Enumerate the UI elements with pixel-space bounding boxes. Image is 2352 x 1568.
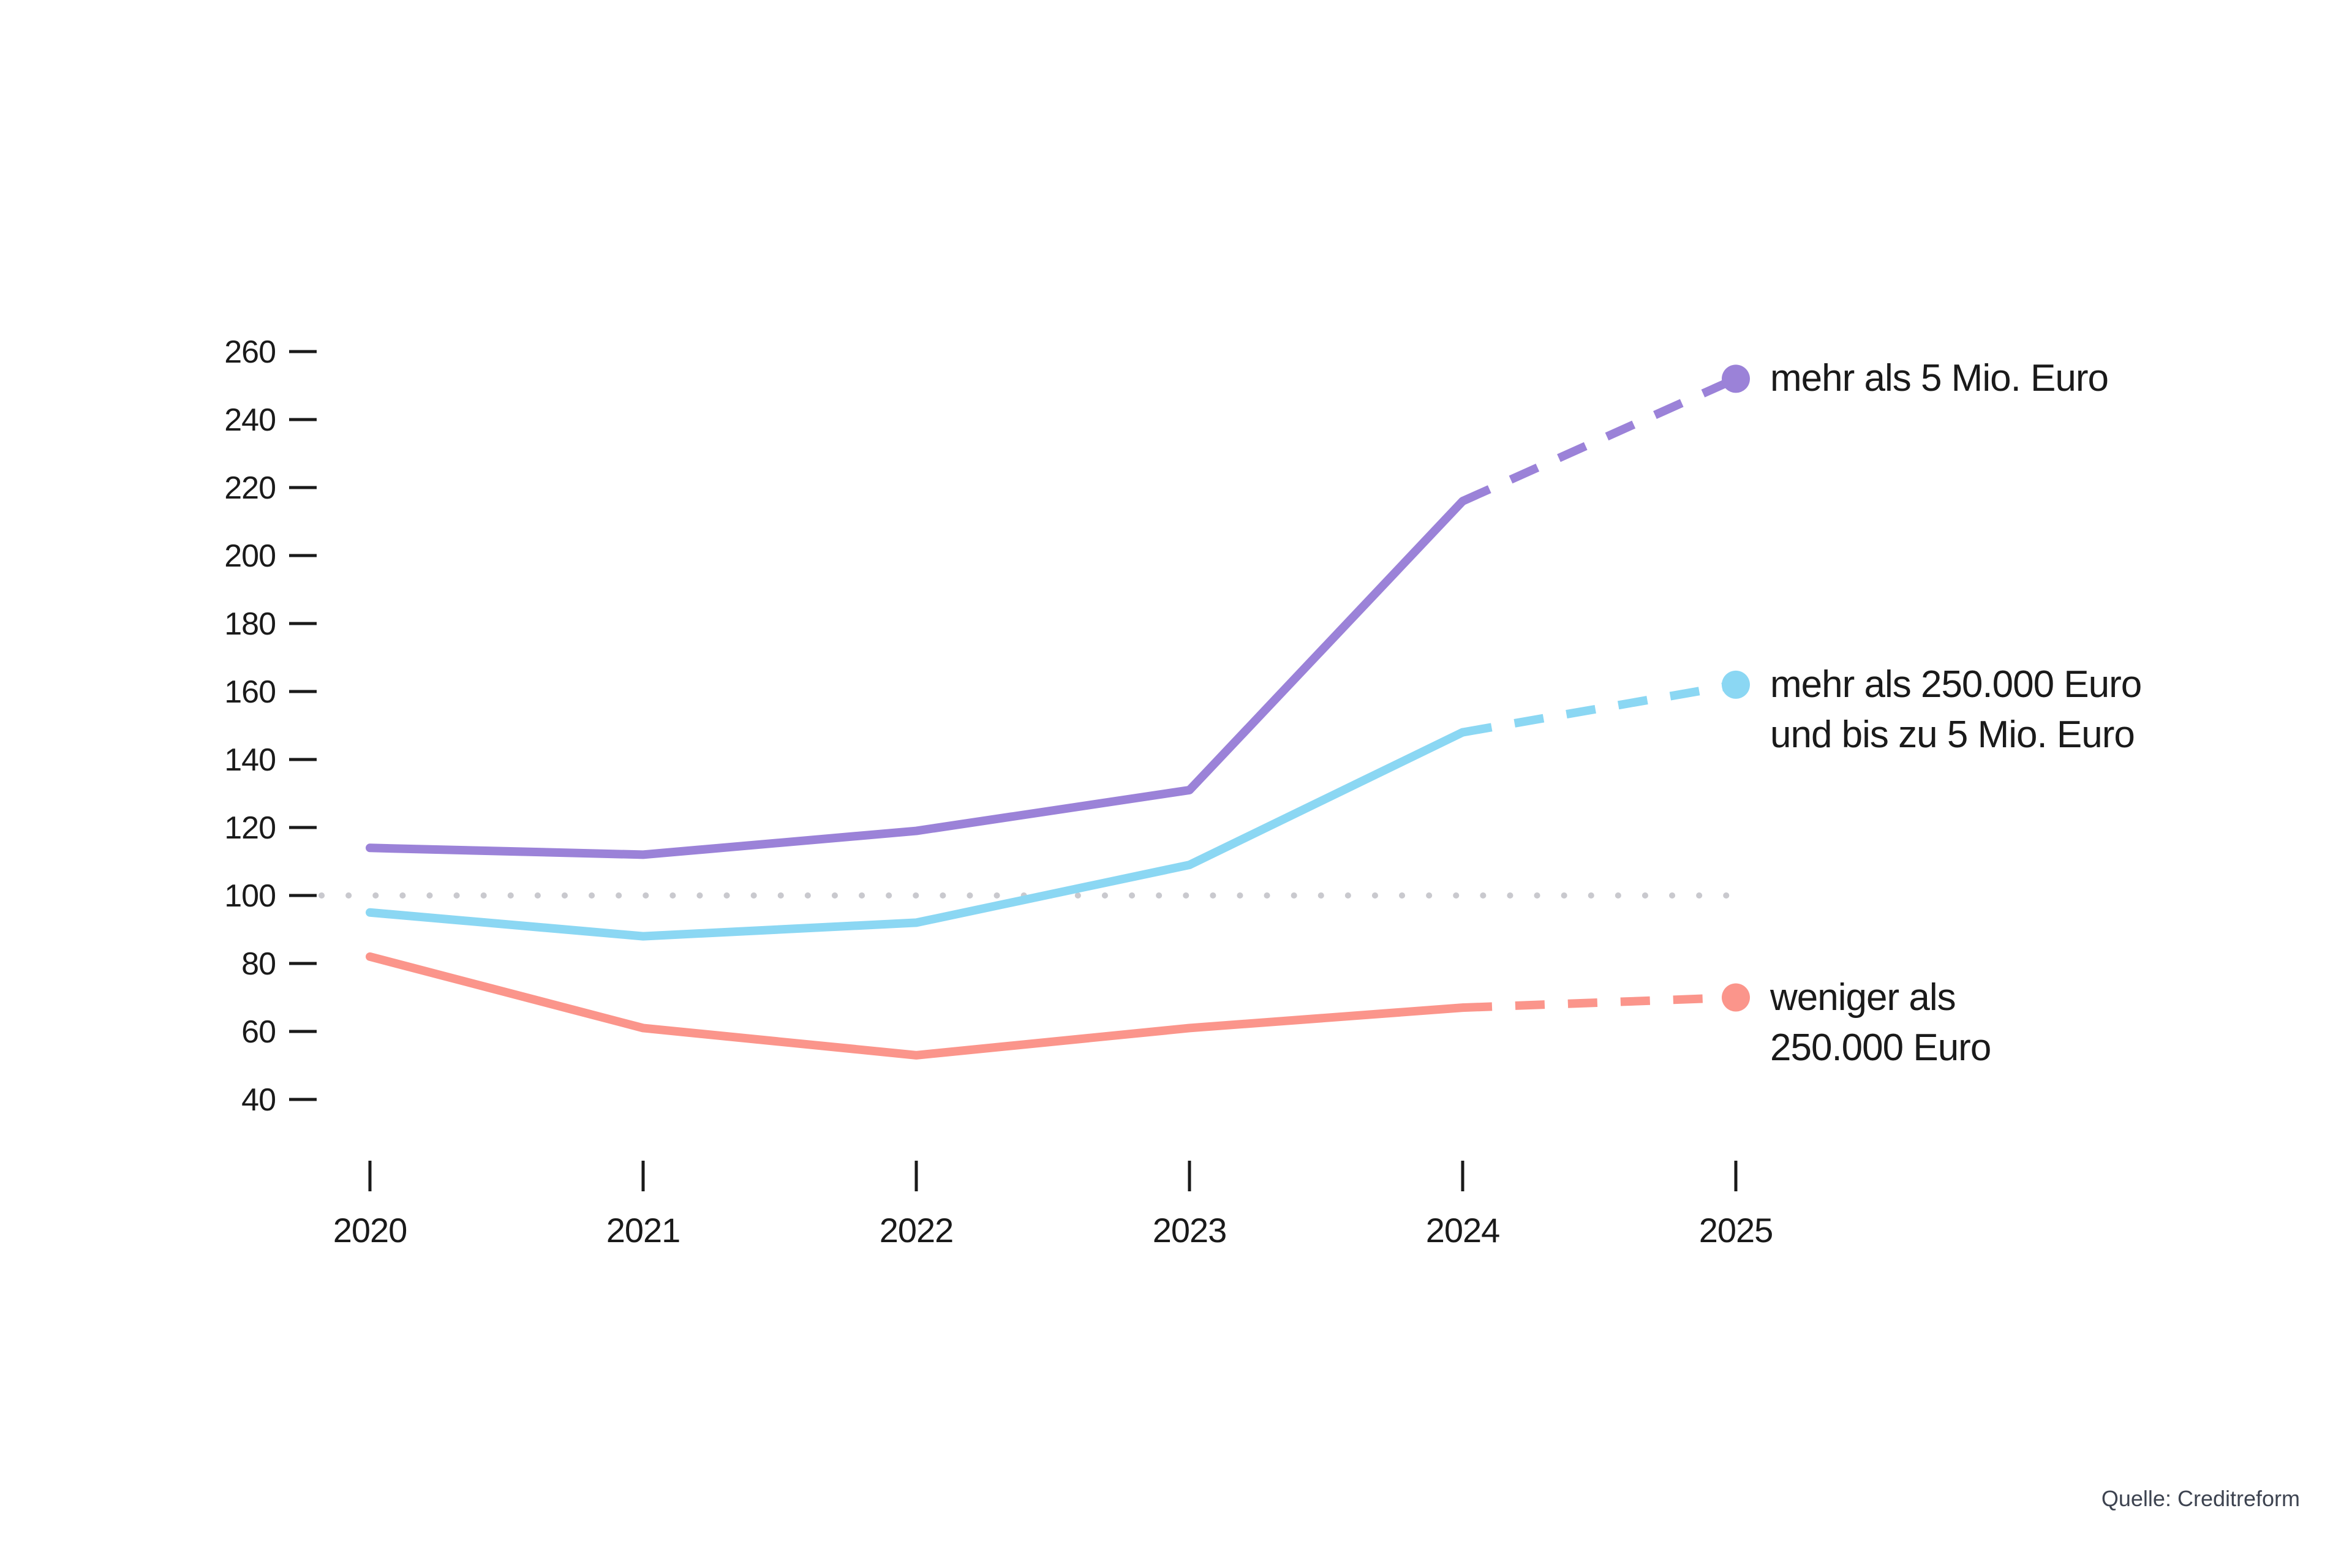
- y-tick-label: 180: [224, 606, 276, 642]
- legend-label-line: weniger als: [1770, 976, 1956, 1019]
- series-endpoint-dot: [1722, 983, 1750, 1012]
- series-endpoint-dot: [1722, 670, 1750, 699]
- legend-label-line: 250.000 Euro: [1770, 1026, 1991, 1069]
- series-forecast-dashed-line: [1461, 375, 1738, 505]
- y-tick-label: 40: [241, 1082, 276, 1118]
- legend-item: mehr als 250.000 Euro und bis zu 5 Mio. E…: [1770, 660, 2142, 760]
- source-credit: Quelle: Creditreform: [2101, 1486, 2300, 1511]
- y-tick-label: 80: [241, 946, 276, 982]
- y-tick-label: 260: [224, 334, 276, 370]
- series-forecast-dashed-line: [1461, 680, 1737, 737]
- legend-item: weniger als 250.000 Euro: [1770, 973, 1991, 1073]
- legend-label-line: mehr als 5 Mio. Euro: [1770, 357, 2109, 400]
- y-tick-label: 200: [224, 538, 276, 574]
- series-line: [366, 952, 1467, 1060]
- y-tick-label: 120: [224, 810, 276, 846]
- x-tick-label: 2021: [606, 1211, 680, 1250]
- x-tick-label: 2025: [1699, 1211, 1773, 1250]
- y-tick-label: 220: [224, 470, 276, 506]
- legend-item: mehr als 5 Mio. Euro: [1770, 353, 2109, 404]
- x-tick-label: 2023: [1153, 1211, 1227, 1250]
- y-tick-label: 160: [224, 674, 276, 710]
- series-endpoint-dot: [1722, 364, 1750, 393]
- y-tick-label: 60: [241, 1014, 276, 1050]
- y-tick-label: 100: [224, 878, 276, 914]
- y-tick-label: 240: [224, 402, 276, 438]
- series-line: [366, 497, 1467, 859]
- series-forecast-dashed-line: [1462, 993, 1736, 1012]
- x-tick-label: 2022: [880, 1211, 954, 1250]
- y-tick-label: 140: [224, 742, 276, 778]
- x-tick-label: 2020: [333, 1211, 407, 1250]
- legend-label-line: und bis zu 5 Mio. Euro: [1770, 713, 2135, 756]
- series-line: [366, 728, 1467, 941]
- x-tick-label: 2024: [1426, 1211, 1500, 1250]
- legend-label-line: mehr als 250.000 Euro: [1770, 663, 2142, 706]
